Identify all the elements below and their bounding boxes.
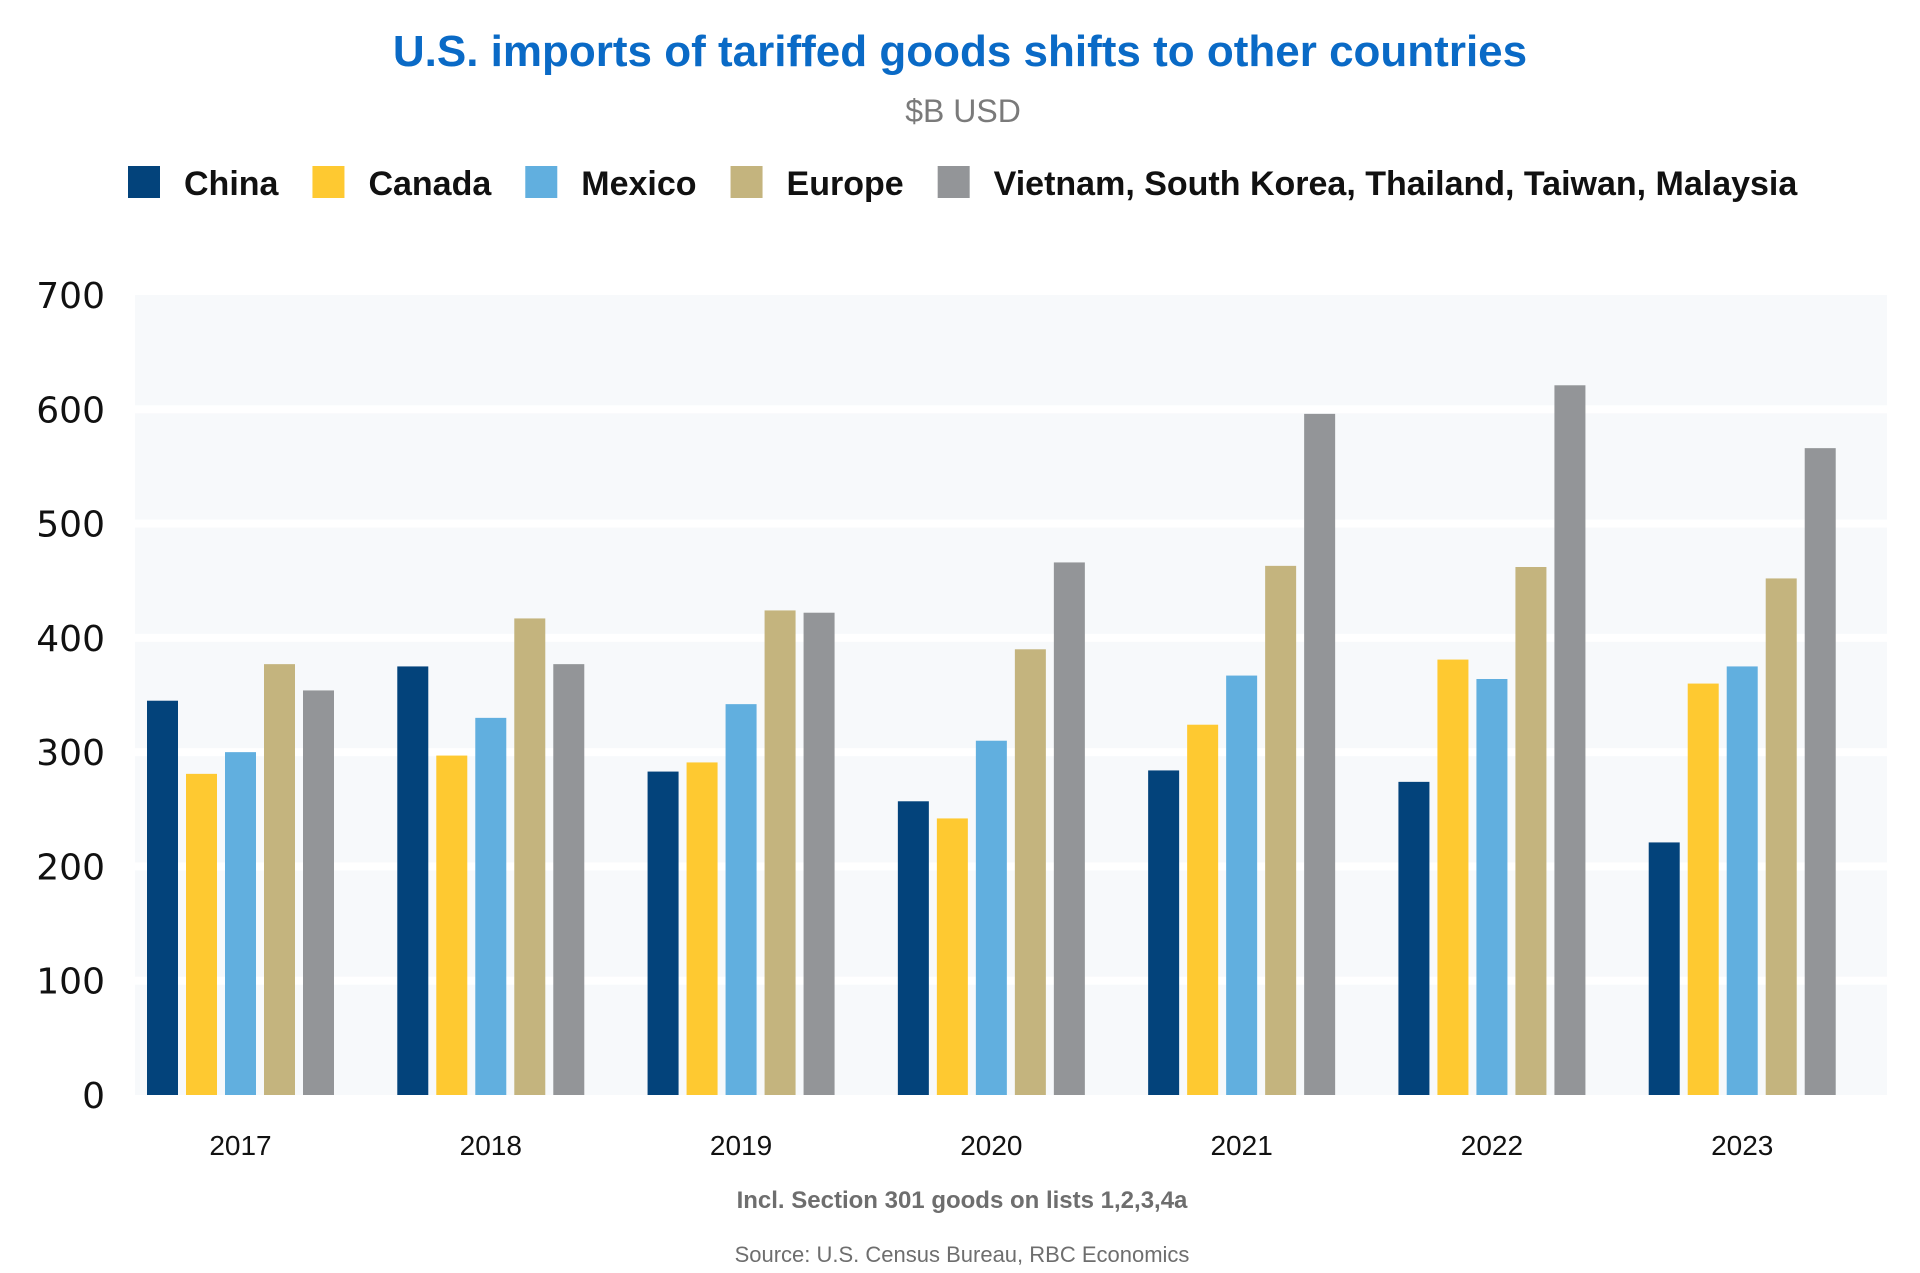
legend-label: China [184, 165, 280, 203]
bars [147, 385, 1836, 1096]
y-tick-label: 100 [36, 962, 105, 1003]
bar-europe-2019 [764, 610, 796, 1095]
gridline [135, 405, 1887, 414]
gridline [135, 519, 1887, 528]
bar-china-2023 [1648, 842, 1680, 1095]
footnote: Incl. Section 301 goods on lists 1,2,3,4… [737, 1187, 1188, 1214]
legend-label: Vietnam, South Korea, Thailand, Taiwan, … [994, 165, 1799, 203]
bar-mexico-2019 [725, 704, 757, 1095]
x-axis: 2017 2018 2019 2020 2021 2022 2023 [209, 1130, 1773, 1161]
bar-china-2020 [897, 801, 929, 1095]
legend-label: Europe [787, 165, 904, 203]
bar-canada-2022 [1437, 659, 1469, 1095]
legend: China Canada Mexico Europe Vietnam, South Ko… [128, 165, 1798, 203]
bar-vietnam-2018 [553, 664, 585, 1095]
y-tick-label: 600 [36, 390, 105, 431]
bar-vietnam-2022 [1554, 385, 1586, 1095]
x-tick-label: 2019 [710, 1130, 772, 1161]
bar-canada-2021 [1187, 724, 1219, 1095]
bar-vietnam-2019 [803, 612, 835, 1095]
x-tick-label: 2018 [460, 1130, 522, 1161]
x-tick-label: 2020 [960, 1130, 1022, 1161]
legend-swatch [937, 166, 970, 198]
bar-mexico-2020 [975, 740, 1007, 1095]
y-tick-label: 500 [36, 505, 105, 546]
y-axis: 0 100 200 300 400 500 600 700 [36, 276, 105, 1117]
bar-china-2017 [147, 700, 178, 1095]
gridline [135, 633, 1887, 642]
bar-canada-2020 [936, 818, 968, 1095]
bar-china-2018 [397, 666, 429, 1095]
legend-swatch [525, 166, 558, 198]
y-tick-label: 400 [36, 619, 105, 660]
bar-vietnam-2023 [1804, 448, 1836, 1096]
gridline [135, 862, 1887, 871]
source-note: Source: U.S. Census Bureau, RBC Economic… [735, 1242, 1190, 1267]
x-tick-label: 2022 [1461, 1130, 1523, 1161]
legend-swatch [128, 166, 160, 198]
x-tick-label: 2017 [209, 1130, 271, 1161]
bar-china-2022 [1398, 781, 1430, 1095]
y-tick-label: 700 [36, 276, 105, 317]
bar-mexico-2022 [1476, 679, 1508, 1095]
bar-mexico-2018 [475, 717, 507, 1095]
legend-swatch [312, 166, 345, 198]
y-tick-label: 0 [82, 1076, 105, 1117]
x-tick-label: 2023 [1711, 1130, 1773, 1161]
bar-europe-2023 [1765, 578, 1797, 1095]
bar-canada-2017 [186, 773, 217, 1095]
bar-europe-2018 [514, 618, 546, 1095]
bar-canada-2018 [436, 755, 468, 1095]
bar-canada-2019 [686, 762, 718, 1095]
bar-europe-2022 [1515, 567, 1547, 1095]
bar-europe-2020 [1014, 649, 1046, 1095]
chart-title: U.S. imports of tariffed goods shifts to… [393, 27, 1527, 76]
gridline [135, 748, 1887, 757]
bar-mexico-2021 [1226, 675, 1258, 1095]
bar-canada-2023 [1687, 683, 1719, 1095]
gridline [135, 976, 1887, 985]
bar-europe-2017 [264, 664, 295, 1095]
bar-china-2019 [647, 771, 679, 1095]
bar-mexico-2023 [1726, 666, 1758, 1095]
chart-subtitle: $B USD [905, 93, 1021, 129]
bar-europe-2021 [1265, 565, 1297, 1095]
bar-vietnam-2017 [303, 690, 334, 1095]
legend-swatch [730, 166, 763, 198]
x-tick-label: 2021 [1210, 1130, 1272, 1161]
y-tick-label: 200 [36, 847, 105, 888]
bar-mexico-2017 [225, 752, 256, 1095]
legend-label: Mexico [581, 165, 696, 203]
legend-label: Canada [368, 165, 492, 203]
bar-china-2021 [1148, 770, 1180, 1095]
bar-vietnam-2020 [1053, 562, 1085, 1095]
gridlines [135, 405, 1887, 985]
bar-vietnam-2021 [1304, 413, 1336, 1095]
y-tick-label: 300 [36, 733, 105, 774]
